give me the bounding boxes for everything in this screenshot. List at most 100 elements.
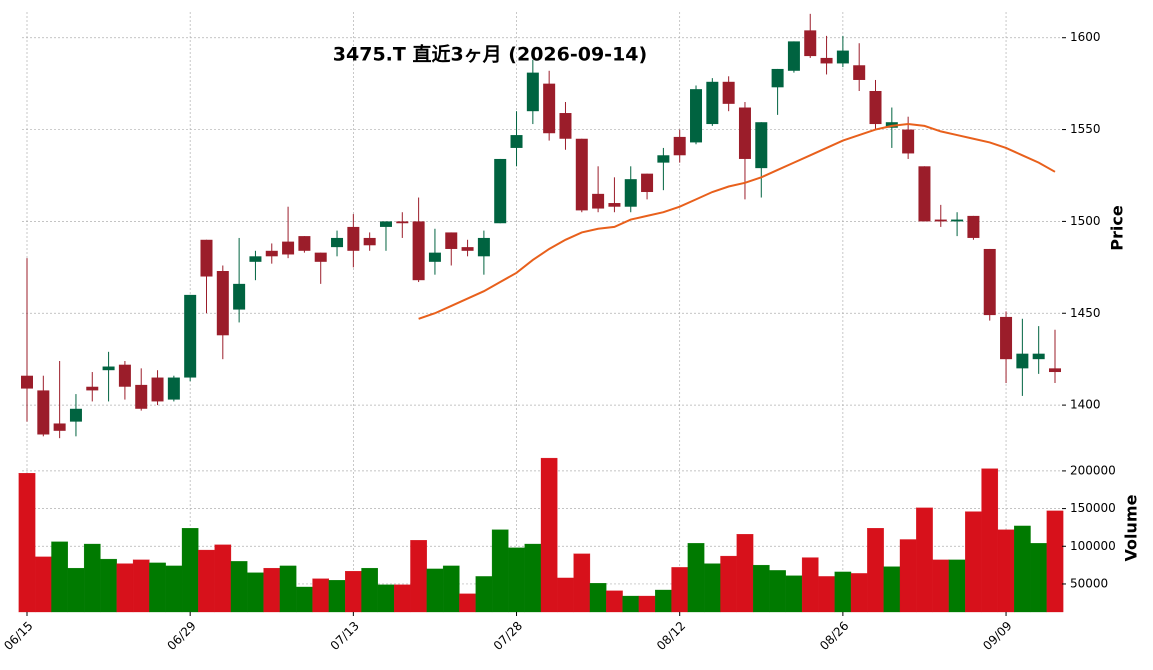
candle-body <box>363 237 376 246</box>
volume-bar <box>932 559 950 613</box>
candle-body <box>869 90 882 125</box>
x-tick-label: 08/26 <box>817 619 851 653</box>
volume-bar <box>410 540 427 613</box>
volume-bar <box>606 590 623 613</box>
candle-body <box>21 375 33 389</box>
candle-body <box>379 221 392 227</box>
volume-bar <box>132 559 150 613</box>
volume-bar <box>279 565 297 613</box>
candle-body <box>722 81 735 104</box>
candle-body <box>102 366 115 371</box>
volume-bar <box>508 547 525 613</box>
candle-body <box>445 232 458 249</box>
y-tick-label: 1550 <box>1070 122 1101 136</box>
moving-average-line <box>418 123 1056 320</box>
candle-body <box>836 50 849 64</box>
candle-body <box>265 250 278 257</box>
y-tick-label: 1400 <box>1070 398 1101 412</box>
volume-bar <box>622 595 640 613</box>
candle-body <box>347 226 360 251</box>
candle-body <box>657 155 670 163</box>
candle-body <box>200 239 213 277</box>
volume-bar <box>589 583 607 613</box>
candle-body <box>298 236 311 251</box>
volume-bar <box>671 567 689 613</box>
volume-bar <box>916 507 933 613</box>
volume-bar <box>442 565 460 613</box>
candle-body <box>690 89 703 143</box>
volume-bar <box>867 528 884 613</box>
candle-body <box>1000 316 1013 360</box>
candle-body <box>820 57 833 64</box>
volume-bar <box>377 584 395 613</box>
volume-bar <box>100 558 117 613</box>
volume-bar <box>540 457 558 613</box>
candle-body <box>1032 353 1045 360</box>
chart-title: 3475.T 直近3ヶ月 (2026-09-14) <box>333 43 647 66</box>
volume-bar <box>1030 543 1047 613</box>
volume-bar <box>296 586 313 613</box>
x-tick-label: 06/15 <box>1 619 35 653</box>
candle-body <box>967 215 980 238</box>
y2-tick-label: 200000 <box>1070 463 1116 477</box>
candle-body <box>461 247 474 251</box>
candle-body <box>494 158 507 224</box>
candle-body <box>86 386 99 391</box>
volume-bar <box>345 570 362 613</box>
volume-bar <box>328 580 346 613</box>
candle-body <box>331 237 344 248</box>
volume-bar <box>149 562 166 613</box>
volume-bar <box>247 572 264 613</box>
candle-body <box>526 72 539 112</box>
candle-body <box>624 179 637 207</box>
candle-body <box>428 252 441 262</box>
y2-tick-label: 50000 <box>1070 576 1108 590</box>
candle-body <box>771 68 784 88</box>
volume-bar <box>18 473 36 613</box>
volume-bar <box>181 528 199 613</box>
volume-bar <box>524 543 542 613</box>
candle-body <box>804 30 817 57</box>
y-tick-label: 1600 <box>1070 30 1101 44</box>
candle-body <box>918 166 931 222</box>
volume-bar <box>981 468 999 613</box>
candle-body <box>608 203 621 207</box>
candle-body <box>135 384 148 409</box>
candle-body <box>934 219 947 222</box>
volume-bar <box>475 576 493 613</box>
candle-body <box>853 65 866 80</box>
volume-bar <box>850 573 868 613</box>
volume-bar <box>720 555 737 613</box>
y-tick-label: 1500 <box>1070 214 1101 228</box>
volume-bar <box>67 567 85 613</box>
candle-body <box>641 173 654 193</box>
candle-body <box>787 41 800 71</box>
candle-body <box>755 122 768 169</box>
volume-bar <box>198 549 215 613</box>
volume-bar <box>752 564 770 613</box>
volume-bar <box>116 563 134 613</box>
candle-body <box>69 408 82 422</box>
y-axis-label: Price <box>1108 205 1127 251</box>
candle-body <box>738 107 751 159</box>
candle-body <box>510 135 523 148</box>
volume-bar <box>801 557 819 613</box>
candle-body <box>1049 368 1061 373</box>
volume-bar <box>361 567 378 613</box>
volume-bar <box>736 534 754 613</box>
candle-body <box>151 377 164 402</box>
candle-body <box>902 129 915 154</box>
candle-body <box>249 256 262 262</box>
volume-bar <box>459 593 476 613</box>
volume-bar <box>35 556 52 613</box>
volume-bar <box>312 578 330 613</box>
candle-body <box>53 423 66 431</box>
candle-body <box>314 252 327 262</box>
volume-bar <box>491 529 509 613</box>
x-tick-label: 07/13 <box>328 619 362 653</box>
volume-bar <box>426 568 444 613</box>
volume-bar <box>393 584 411 613</box>
volume-bar <box>83 543 101 613</box>
volume-bar <box>557 577 574 613</box>
volume-bar <box>769 570 786 613</box>
